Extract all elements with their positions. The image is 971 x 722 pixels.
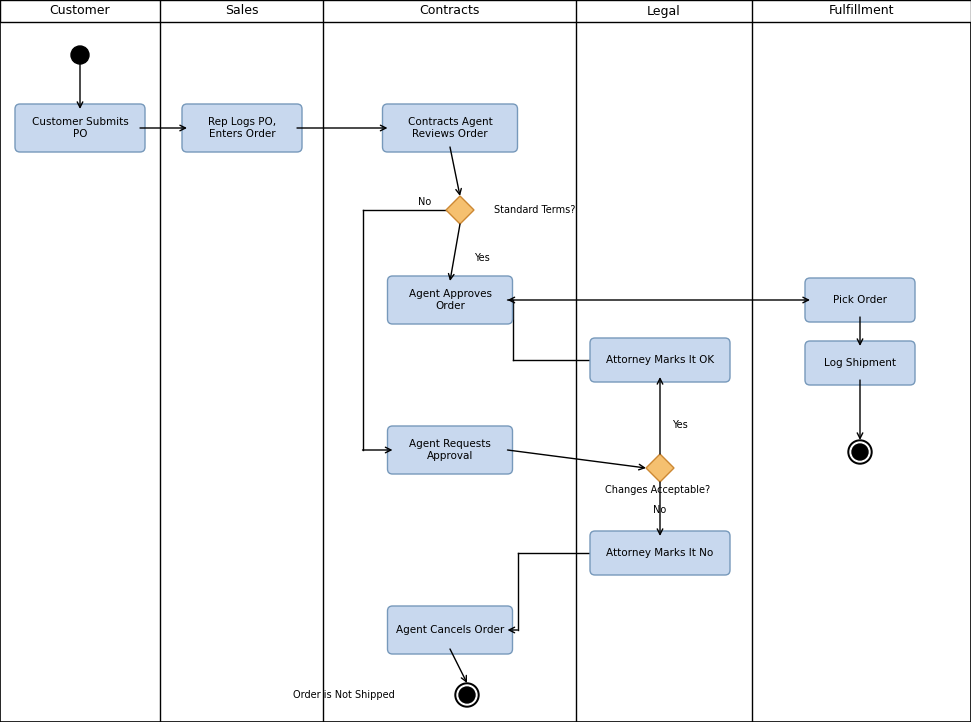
- Text: Log Shipment: Log Shipment: [824, 358, 896, 368]
- Text: Standard Terms?: Standard Terms?: [494, 205, 576, 215]
- Polygon shape: [646, 454, 674, 482]
- Text: Attorney Marks It No: Attorney Marks It No: [606, 548, 714, 558]
- Circle shape: [852, 444, 868, 460]
- Text: Customer: Customer: [50, 4, 111, 17]
- FancyBboxPatch shape: [387, 606, 513, 654]
- FancyBboxPatch shape: [383, 104, 518, 152]
- Circle shape: [455, 683, 479, 707]
- Text: Agent Requests
Approval: Agent Requests Approval: [409, 439, 491, 461]
- Circle shape: [71, 46, 89, 64]
- Text: Legal: Legal: [647, 4, 681, 17]
- Text: Fulfillment: Fulfillment: [829, 4, 894, 17]
- Polygon shape: [446, 196, 474, 224]
- Text: Order is Not Shipped: Order is Not Shipped: [293, 690, 395, 700]
- Text: Customer Submits
PO: Customer Submits PO: [32, 117, 128, 139]
- Text: Sales: Sales: [224, 4, 258, 17]
- Text: Contracts Agent
Reviews Order: Contracts Agent Reviews Order: [408, 117, 492, 139]
- FancyBboxPatch shape: [805, 341, 915, 385]
- Circle shape: [457, 685, 477, 705]
- FancyBboxPatch shape: [182, 104, 302, 152]
- Bar: [0, 0, 971, 22]
- Circle shape: [850, 442, 870, 462]
- Text: No: No: [653, 505, 667, 515]
- Text: Rep Logs PO,
Enters Order: Rep Logs PO, Enters Order: [208, 117, 276, 139]
- Circle shape: [848, 440, 872, 464]
- FancyBboxPatch shape: [387, 276, 513, 324]
- FancyBboxPatch shape: [805, 278, 915, 322]
- Text: No: No: [419, 197, 432, 207]
- FancyBboxPatch shape: [15, 104, 145, 152]
- Text: Yes: Yes: [474, 253, 489, 263]
- Text: Pick Order: Pick Order: [833, 295, 887, 305]
- Text: Attorney Marks It OK: Attorney Marks It OK: [606, 355, 714, 365]
- Text: Changes Acceptable?: Changes Acceptable?: [605, 485, 710, 495]
- Text: Agent Cancels Order: Agent Cancels Order: [396, 625, 504, 635]
- Text: Yes: Yes: [672, 420, 687, 430]
- FancyBboxPatch shape: [590, 338, 730, 382]
- FancyBboxPatch shape: [387, 426, 513, 474]
- Text: Agent Approves
Order: Agent Approves Order: [409, 290, 491, 310]
- Text: Contracts: Contracts: [419, 4, 480, 17]
- FancyBboxPatch shape: [590, 531, 730, 575]
- Circle shape: [459, 687, 475, 703]
